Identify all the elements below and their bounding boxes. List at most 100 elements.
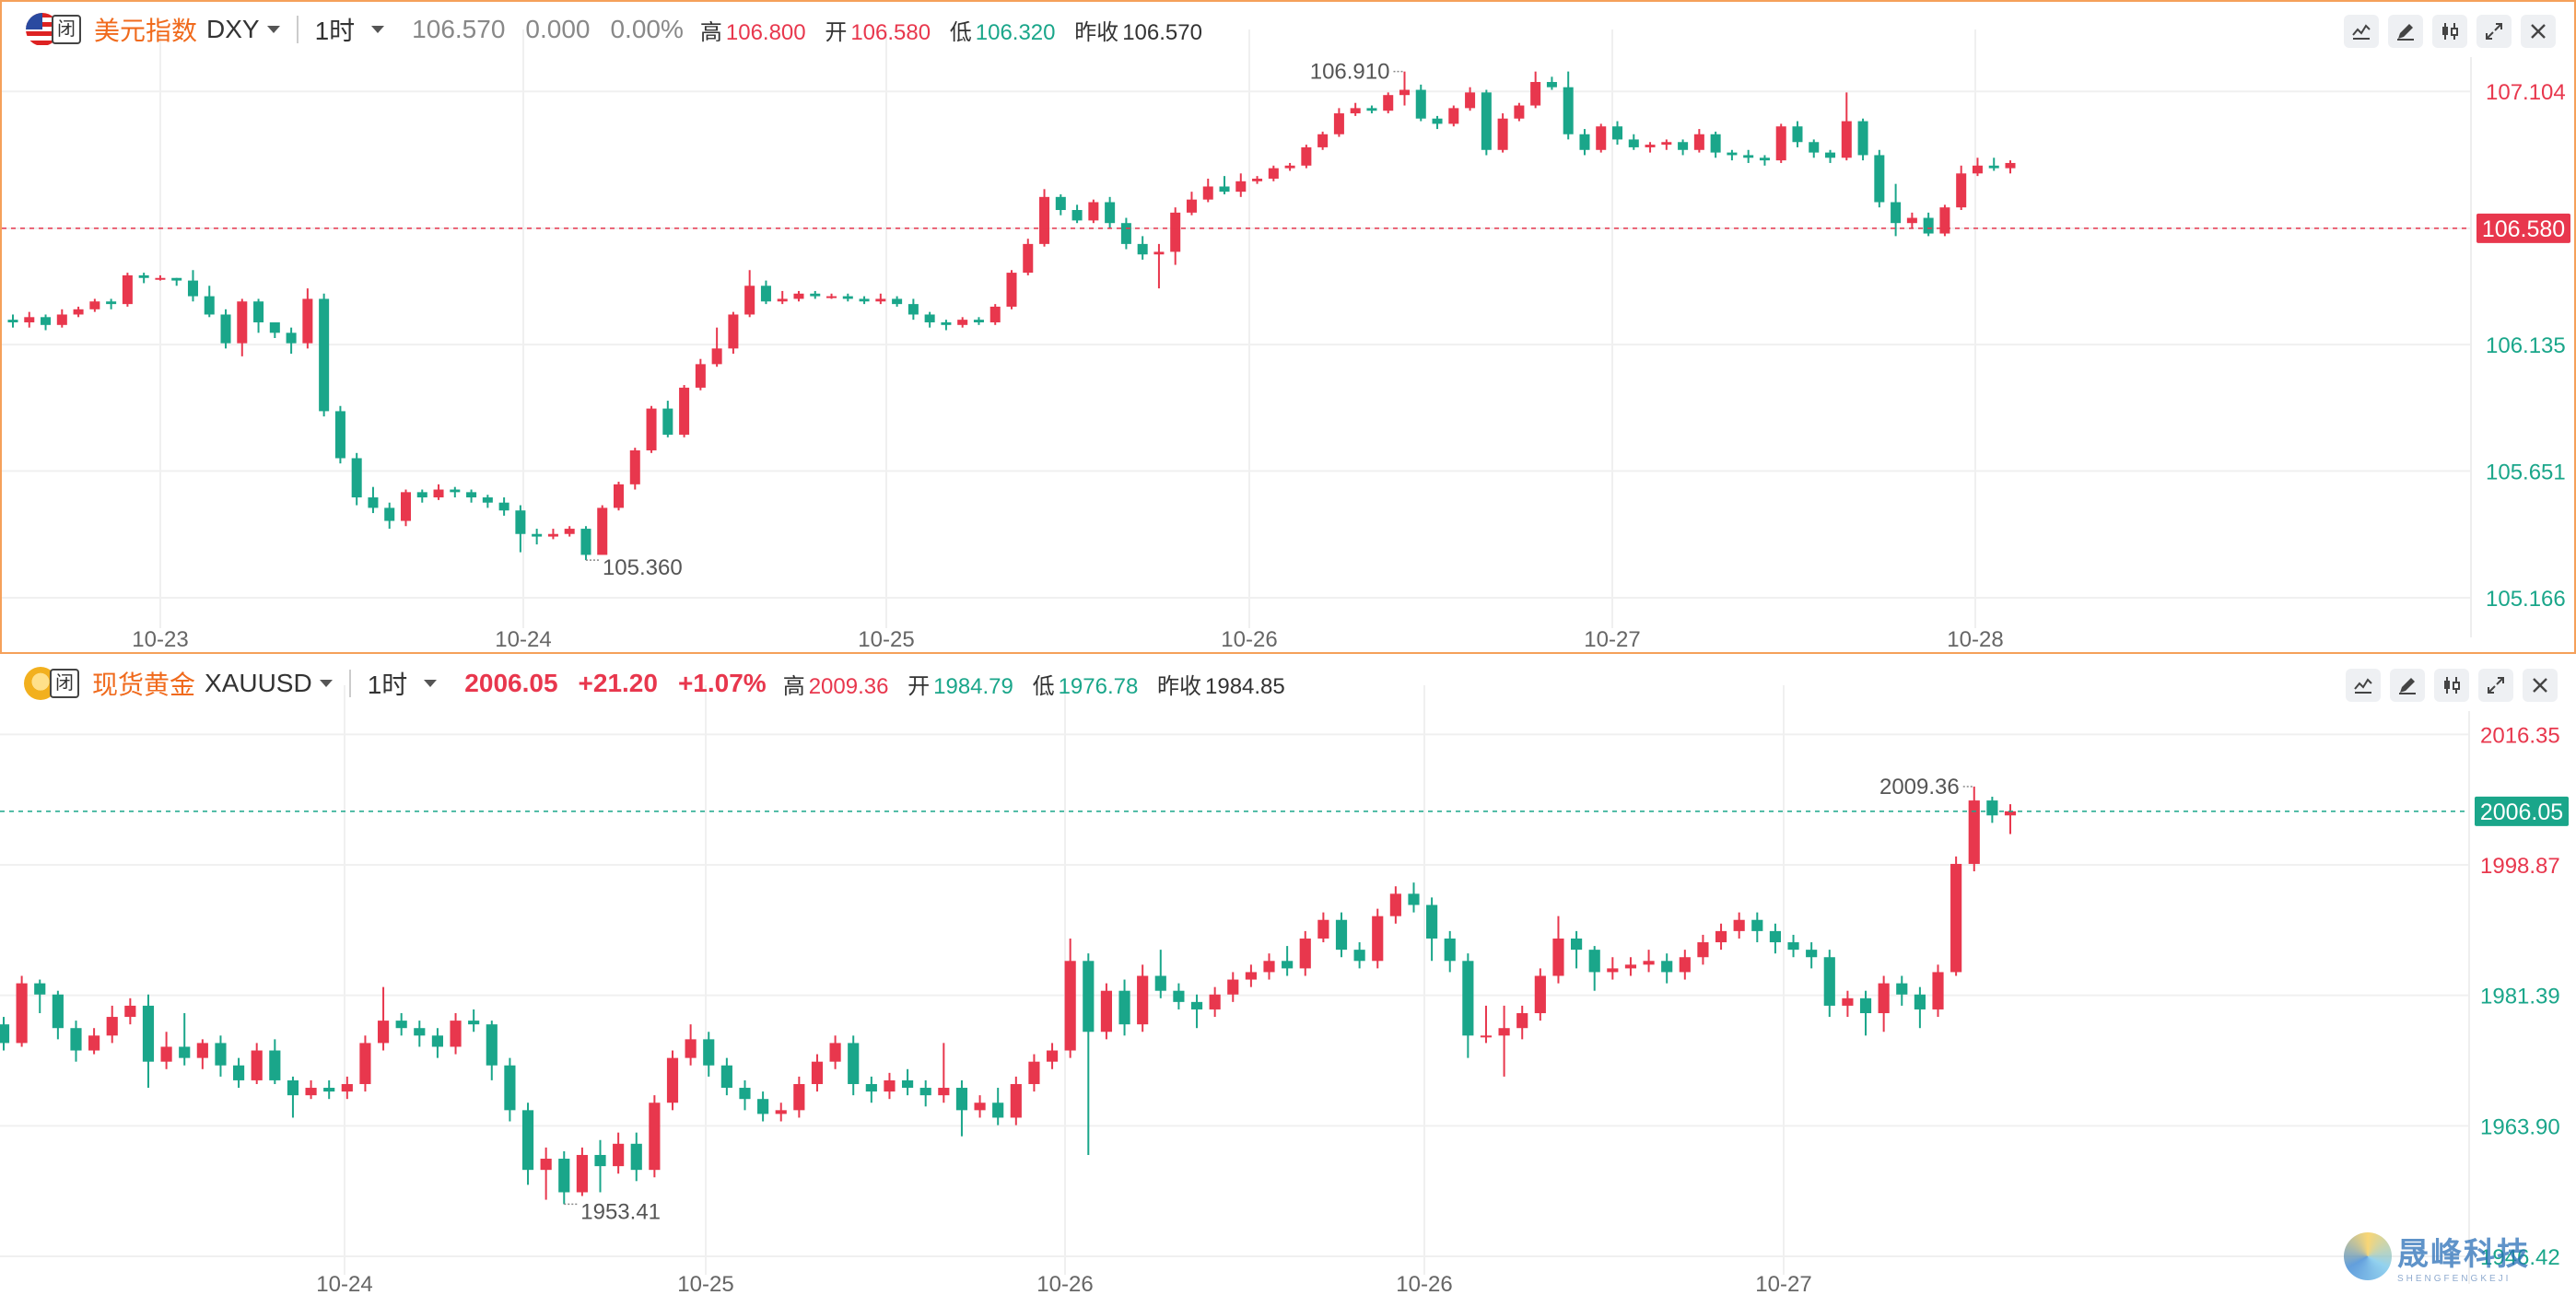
symbol-name[interactable]: 美元指数 (94, 17, 198, 45)
candle[interactable] (237, 298, 248, 356)
candle[interactable] (1596, 123, 1607, 153)
candle[interactable] (955, 1079, 968, 1137)
candle[interactable] (1284, 162, 1295, 171)
candle[interactable] (1809, 139, 1820, 158)
candle[interactable] (1679, 950, 1691, 980)
symbol-code[interactable]: DXY (206, 15, 260, 43)
candle[interactable] (215, 1035, 227, 1077)
candle[interactable] (757, 1091, 769, 1122)
candle[interactable] (1661, 139, 1672, 150)
candle[interactable] (1023, 239, 1034, 275)
candle[interactable] (892, 296, 903, 307)
candle[interactable] (1932, 964, 1944, 1018)
candle[interactable] (711, 327, 722, 368)
candle[interactable] (253, 298, 264, 333)
candle[interactable] (431, 1028, 444, 1058)
candle[interactable] (1366, 105, 1377, 114)
candle[interactable] (679, 385, 690, 438)
candle[interactable] (1563, 71, 1574, 140)
candle[interactable] (73, 306, 84, 318)
candle-style-button[interactable] (2432, 15, 2467, 48)
candle[interactable] (1769, 923, 1782, 954)
candle[interactable] (924, 311, 935, 328)
candle[interactable] (138, 273, 149, 284)
candle[interactable] (89, 298, 100, 312)
candle[interactable] (1245, 964, 1257, 987)
candle[interactable] (1534, 968, 1546, 1021)
candle[interactable] (1010, 1076, 1022, 1126)
candle[interactable] (630, 1132, 642, 1182)
candle[interactable] (334, 405, 345, 464)
candle[interactable] (2004, 804, 2017, 834)
candle[interactable] (1988, 158, 1999, 171)
candle[interactable] (1462, 953, 1474, 1058)
candle[interactable] (56, 309, 67, 328)
candle[interactable] (1426, 897, 1438, 962)
candle[interactable] (1333, 108, 1344, 137)
candle[interactable] (482, 495, 493, 508)
candle[interactable] (1170, 207, 1181, 265)
candle[interactable] (901, 1068, 914, 1096)
candle[interactable] (70, 1021, 82, 1062)
candle[interactable] (1710, 131, 1721, 158)
candle[interactable] (1825, 149, 1836, 163)
candle[interactable] (974, 1095, 986, 1118)
candle[interactable] (1498, 1005, 1510, 1077)
candle[interactable] (106, 1005, 118, 1044)
candle[interactable] (1282, 946, 1294, 976)
candle[interactable] (1252, 176, 1263, 184)
candle[interactable] (269, 321, 280, 338)
candle[interactable] (1775, 123, 1786, 163)
candle[interactable] (829, 1035, 841, 1069)
candle[interactable] (1624, 957, 1637, 976)
candle[interactable] (558, 1150, 570, 1205)
candle[interactable] (498, 497, 509, 516)
candle[interactable] (1645, 142, 1656, 153)
candle[interactable] (848, 1035, 860, 1096)
candle[interactable] (775, 1102, 787, 1122)
candle[interactable] (466, 489, 477, 503)
candle[interactable] (88, 1028, 100, 1055)
candle[interactable] (760, 280, 771, 305)
candle[interactable] (1806, 942, 1818, 969)
candle[interactable] (884, 1072, 896, 1100)
indicator-button[interactable] (2344, 15, 2379, 48)
interval-select[interactable]: 1时 (367, 671, 408, 699)
candle[interactable] (1235, 173, 1247, 197)
candle[interactable] (1268, 165, 1279, 181)
candle[interactable] (1399, 71, 1411, 106)
candle[interactable] (1579, 129, 1590, 156)
candle[interactable] (468, 1009, 480, 1032)
candle[interactable] (973, 317, 984, 325)
candle[interactable] (1497, 113, 1508, 153)
candle[interactable] (351, 452, 362, 506)
candle[interactable] (1301, 145, 1312, 169)
candle[interactable] (1751, 912, 1763, 943)
candle[interactable] (666, 1050, 679, 1111)
candle[interactable] (395, 1013, 407, 1036)
candle[interactable] (286, 327, 297, 355)
candle[interactable] (793, 1076, 805, 1118)
candle[interactable] (1088, 199, 1099, 224)
candle[interactable] (1353, 942, 1365, 969)
candle[interactable] (1697, 934, 1709, 965)
candle[interactable] (728, 311, 739, 355)
candle[interactable] (486, 1021, 498, 1080)
candle[interactable] (251, 1043, 263, 1084)
candle[interactable] (1859, 990, 1872, 1036)
candle[interactable] (1914, 986, 1926, 1029)
candle[interactable] (1432, 115, 1443, 130)
candle[interactable] (1186, 192, 1197, 216)
symbol-code[interactable]: XAUUSD (205, 669, 312, 697)
candle[interactable] (142, 994, 155, 1089)
candle[interactable] (811, 1054, 824, 1092)
candle[interactable] (34, 979, 46, 1014)
interval-select[interactable]: 1时 (314, 17, 356, 45)
fullscreen-button[interactable] (2476, 15, 2512, 48)
candle[interactable] (400, 489, 412, 527)
candle[interactable] (1823, 950, 1835, 1018)
candle[interactable] (124, 998, 136, 1025)
candle[interactable] (532, 529, 543, 545)
candle[interactable] (1743, 149, 1754, 163)
candle[interactable] (433, 484, 444, 500)
